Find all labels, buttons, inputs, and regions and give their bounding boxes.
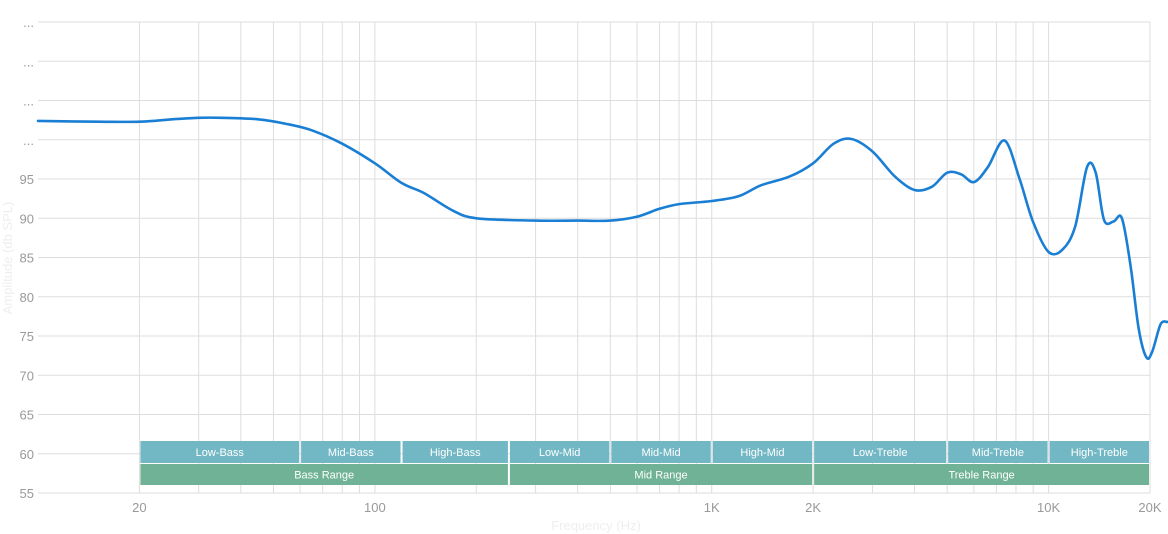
sub-band-label: Mid-Mid [641,447,680,459]
sub-band-label: Mid-Treble [972,447,1024,459]
x-tick-label: 1K [704,500,720,515]
sub-band [712,441,813,463]
y-tick-label: 85 [20,251,34,266]
tick-layer: 55 60 65 70 75 80 85 90 95............ 20 100 1K 2K 1… [20,15,1162,515]
y-tick-label: 95 [20,172,34,187]
x-tick-label: 100 [364,500,386,515]
x-tick-label: 20 [132,500,146,515]
y-tick-label: 60 [20,447,34,462]
sub-band [140,441,300,463]
y-tick-label: 90 [20,211,34,226]
sub-band-label: High-Bass [430,447,481,459]
sub-band [611,441,711,463]
y-tick-label: 55 [20,486,34,501]
sub-band-label: Low-Mid [539,447,581,459]
y-tick-label: 80 [20,290,34,305]
range-band-label: Treble Range [948,470,1014,482]
y-tick-label: ... [23,15,34,30]
y-tick-label: 75 [20,329,34,344]
sub-band-label: High-Mid [740,447,784,459]
sub-band [948,441,1048,463]
y-tick-label: ... [23,54,34,69]
sub-band-label: Low-Treble [853,447,908,459]
band-layer: Low-Bass Mid-Bass High-Bass Low-Mid Mid-Mid H… [140,441,1149,485]
range-band [509,464,813,485]
response-curve-line [36,116,1168,361]
range-band-label: Bass Range [294,470,354,482]
range-band [814,464,1149,485]
y-tick-label: 70 [20,368,34,383]
sub-band-label: Mid-Bass [328,447,374,459]
sub-band [301,441,401,463]
y-axis-title: Amplitude (db SPL) [0,202,15,315]
sub-band-label: High-Treble [1071,447,1128,459]
x-tick-label: 10K [1037,500,1060,515]
x-tick-label: 2K [805,500,821,515]
sub-band [1049,441,1149,463]
sub-band [814,441,947,463]
y-tick-label: 65 [20,408,34,423]
range-band-label: Mid Range [634,470,687,482]
sub-band [509,441,610,463]
x-tick-label: 20K [1138,500,1161,515]
sub-band [402,441,508,463]
curve-layer [36,116,1168,361]
sub-band-label: Low-Bass [196,447,245,459]
range-band [140,464,508,485]
y-tick-label: ... [23,133,34,148]
grid-layer [38,21,1151,494]
x-axis-title: Frequency (Hz) [551,518,641,533]
y-tick-label: ... [23,94,34,109]
